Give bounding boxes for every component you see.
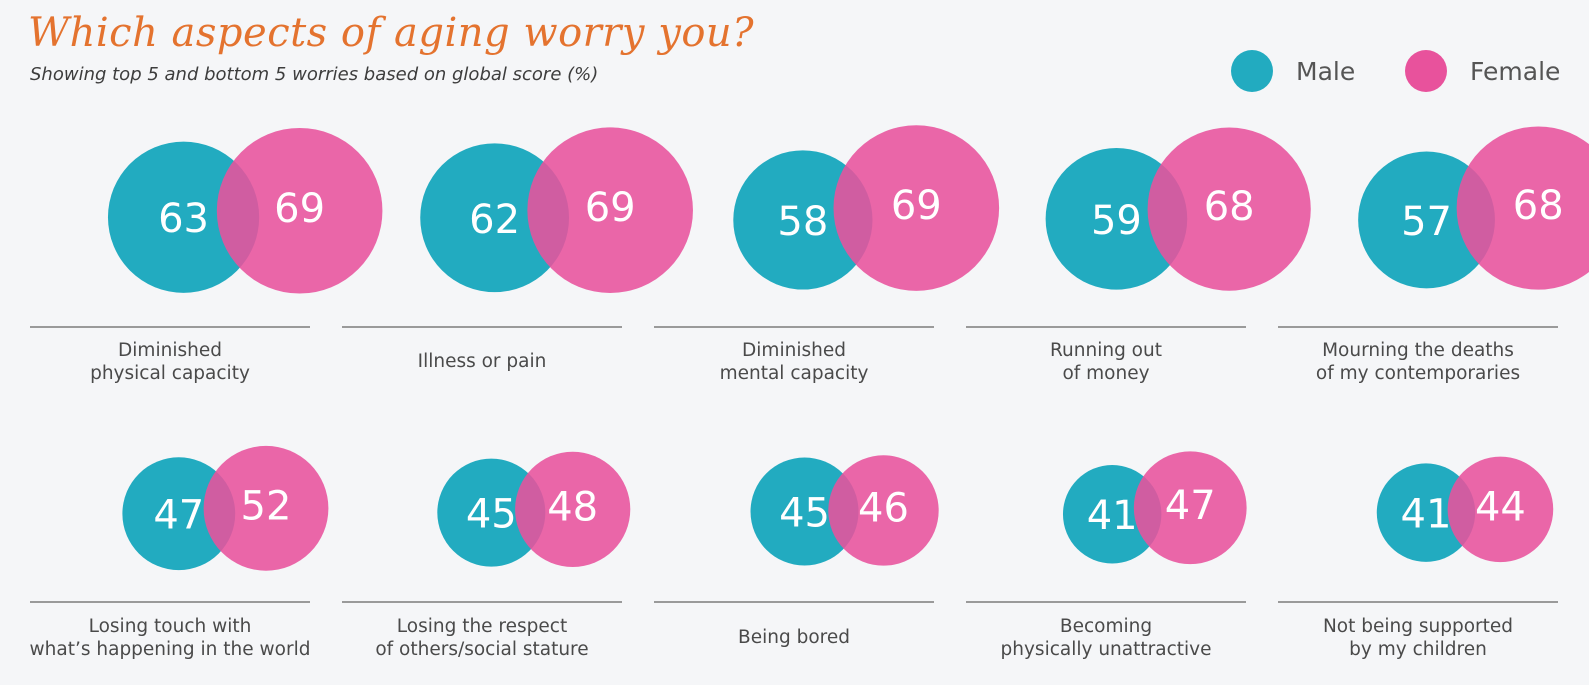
category-label: physical capacity xyxy=(90,363,250,384)
female-bubble xyxy=(833,125,1000,291)
category-label: mental capacity xyxy=(720,363,869,384)
legend: Male Female xyxy=(1231,50,1560,92)
male-value-label: 57 xyxy=(1401,199,1452,245)
male-value-label: 45 xyxy=(779,491,830,537)
category-group: 45 46 Being bored xyxy=(654,455,939,648)
female-value-label: 69 xyxy=(891,183,942,229)
female-value-label: 68 xyxy=(1204,184,1255,230)
male-bubble xyxy=(1376,463,1476,562)
male-value-label: 47 xyxy=(153,493,204,539)
category-label: Losing touch with xyxy=(89,616,252,637)
male-value-label: 62 xyxy=(469,197,520,243)
category-label: of money xyxy=(1062,363,1149,384)
female-bubble xyxy=(1447,456,1554,563)
category-label: physically unattractive xyxy=(1001,639,1212,660)
female-value-label: 68 xyxy=(1513,183,1564,229)
male-bubble xyxy=(122,457,236,571)
legend-label-female: Female xyxy=(1470,57,1560,86)
legend-swatch-male xyxy=(1231,50,1273,92)
male-value-label: 58 xyxy=(777,199,828,245)
category-label: Mourning the deaths xyxy=(1322,340,1514,361)
female-bubble xyxy=(1147,127,1311,291)
male-bubble xyxy=(1062,465,1162,564)
female-value-label: 69 xyxy=(585,185,636,231)
female-value-label: 47 xyxy=(1165,483,1216,529)
male-bubble xyxy=(420,143,570,293)
female-value-label: 48 xyxy=(547,484,598,530)
category-label: Not being supported xyxy=(1323,616,1513,637)
male-bubble xyxy=(107,141,260,293)
legend-label-male: Male xyxy=(1296,57,1355,86)
female-value-label: 69 xyxy=(274,186,325,232)
category-label: what’s happening in the world xyxy=(30,639,311,660)
male-value-label: 45 xyxy=(466,492,517,538)
female-value-label: 46 xyxy=(858,485,909,531)
female-bubble xyxy=(1456,126,1589,290)
female-bubble xyxy=(216,127,383,294)
category-label: Diminished xyxy=(118,340,222,361)
female-bubble xyxy=(828,455,939,566)
female-bubble xyxy=(1133,451,1247,565)
male-value-label: 41 xyxy=(1401,492,1452,538)
male-value-label: 63 xyxy=(158,196,209,242)
chart-subtitle: Showing top 5 and bottom 5 worries based… xyxy=(30,64,598,85)
category-label: of my contemporaries xyxy=(1316,363,1520,384)
category-label: Losing the respect xyxy=(397,616,567,637)
male-bubble xyxy=(750,457,859,566)
chart-title: Which aspects of aging worry you? xyxy=(28,10,754,56)
female-value-label: 44 xyxy=(1475,484,1526,530)
category-group: 62 69 Illness or pain xyxy=(342,127,693,372)
category-label: Running out xyxy=(1050,340,1162,361)
male-value-label: 41 xyxy=(1087,493,1138,539)
male-bubble xyxy=(437,458,546,567)
female-bubble xyxy=(515,451,631,567)
category-label: by my children xyxy=(1349,639,1487,660)
female-bubble xyxy=(203,445,329,571)
category-label: Being bored xyxy=(738,627,850,648)
female-value-label: 52 xyxy=(241,483,292,529)
category-label: Diminished xyxy=(742,340,846,361)
category-label: of others/social stature xyxy=(375,639,588,660)
male-value-label: 59 xyxy=(1091,198,1142,244)
legend-swatch-female xyxy=(1405,50,1447,92)
female-bubble xyxy=(527,127,693,294)
category-label: Illness or pain xyxy=(418,351,547,372)
category-label: Becoming xyxy=(1060,616,1152,637)
